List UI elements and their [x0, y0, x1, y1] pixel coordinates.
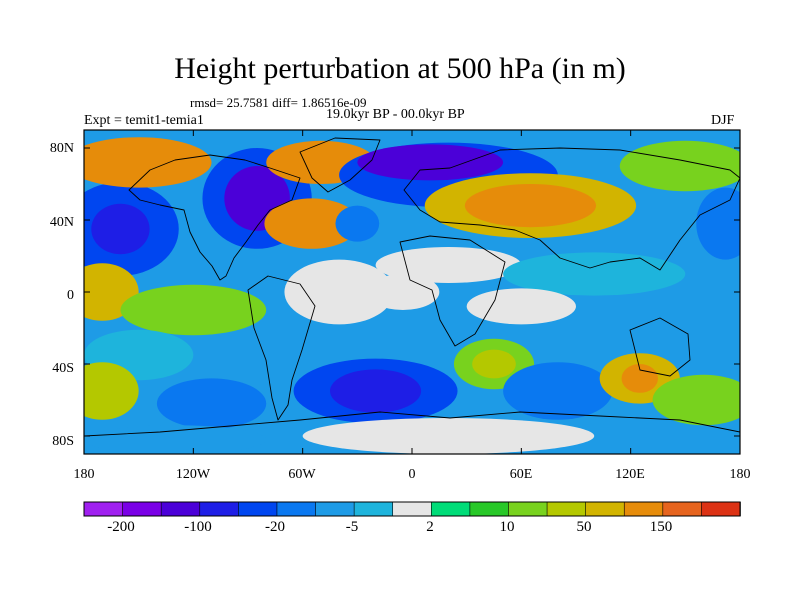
colorbar-swatch [430, 501, 471, 517]
colorbar-swatch [623, 501, 664, 517]
colorbar-swatch [276, 501, 317, 517]
lon-label-60w: 60W [288, 467, 316, 482]
anomaly-region [464, 184, 597, 228]
lat-label-0: 0 [67, 288, 74, 303]
colorbar-swatch [469, 501, 510, 517]
experiment-label: Expt = temit1-temia1 [84, 113, 204, 128]
lat-label-80s: 80S [52, 434, 74, 449]
plot-title: Height perturbation at 500 hPa (in m) [174, 52, 626, 85]
africa-outline [399, 235, 506, 347]
colorbar-label: 150 [649, 519, 673, 535]
colorbar-swatch [353, 501, 394, 517]
colorbar-label: -100 [184, 519, 212, 535]
colorbar-swatch [83, 501, 124, 517]
colorbar-swatch [508, 501, 548, 517]
lat-label-40n: 40N [49, 215, 74, 230]
anomaly-region [696, 187, 740, 260]
colorbar-swatch [662, 501, 703, 517]
colorbar-swatch [546, 501, 587, 517]
colorbar-label: -20 [265, 519, 285, 535]
colorbar-frame [83, 501, 741, 517]
anomaly-region [472, 349, 516, 379]
colorbar [83, 501, 741, 517]
lat-label-80n: 80N [49, 141, 74, 156]
lat-label-40s: 40S [52, 361, 74, 376]
anomaly-region [366, 274, 440, 310]
australia-outline [629, 317, 691, 377]
colorbar-label: 10 [499, 519, 515, 535]
anomaly-region [284, 259, 394, 325]
anomaly-region [264, 198, 360, 249]
season-label: DJF [711, 113, 735, 128]
anomaly-region [652, 374, 740, 426]
anomaly-region [466, 288, 576, 325]
anomaly-region [84, 425, 267, 454]
lon-label-60e: 60E [509, 467, 533, 482]
anomaly-region [302, 418, 595, 454]
colorbar-swatch [315, 501, 355, 517]
south-america-outline [247, 275, 316, 421]
anomaly-region [120, 284, 267, 336]
colorbar-label: 50 [576, 519, 592, 535]
anomaly-region [335, 205, 380, 242]
colorbar-swatch [122, 501, 162, 517]
lon-label-120e: 120E [615, 467, 645, 482]
rmsd-diff-line: rmsd= 25.7581 diff= 1.86516e-09 [190, 95, 367, 110]
north-america-outline [128, 154, 301, 281]
anomaly-region [375, 247, 522, 283]
anomaly-region [619, 140, 740, 192]
period-label: 19.0kyr BP - 00.0kyr BP [326, 107, 465, 122]
anomaly-region [357, 144, 504, 181]
colorbar-swatch [199, 501, 240, 517]
colorbar-label: 2 [426, 519, 434, 535]
europe-asia-outline [403, 147, 740, 271]
anomaly-region [330, 369, 422, 413]
antarctica-outline [84, 411, 740, 437]
lon-label-180w: 180 [73, 467, 95, 482]
anomaly-region [503, 252, 686, 296]
anomaly-region [84, 137, 212, 188]
lon-label-120w: 120W [175, 467, 211, 482]
anomaly-region [503, 362, 613, 420]
lon-label-0: 0 [408, 467, 416, 482]
lon-label-180e: 180 [729, 467, 751, 482]
contour-field [84, 137, 740, 454]
anomaly-region [84, 362, 139, 420]
colorbar-swatch [585, 501, 626, 517]
greenland-outline [299, 137, 381, 193]
colorbar-swatch [392, 501, 433, 517]
colorbar-label: -200 [107, 519, 135, 535]
anomaly-region [91, 203, 150, 255]
anomaly-region [156, 378, 267, 429]
colorbar-label: -5 [345, 519, 359, 535]
colorbar-swatch [701, 501, 741, 517]
colorbar-swatch [238, 501, 278, 517]
colorbar-swatch [160, 501, 201, 517]
anomaly-region [621, 364, 658, 393]
coastlines [84, 137, 740, 437]
